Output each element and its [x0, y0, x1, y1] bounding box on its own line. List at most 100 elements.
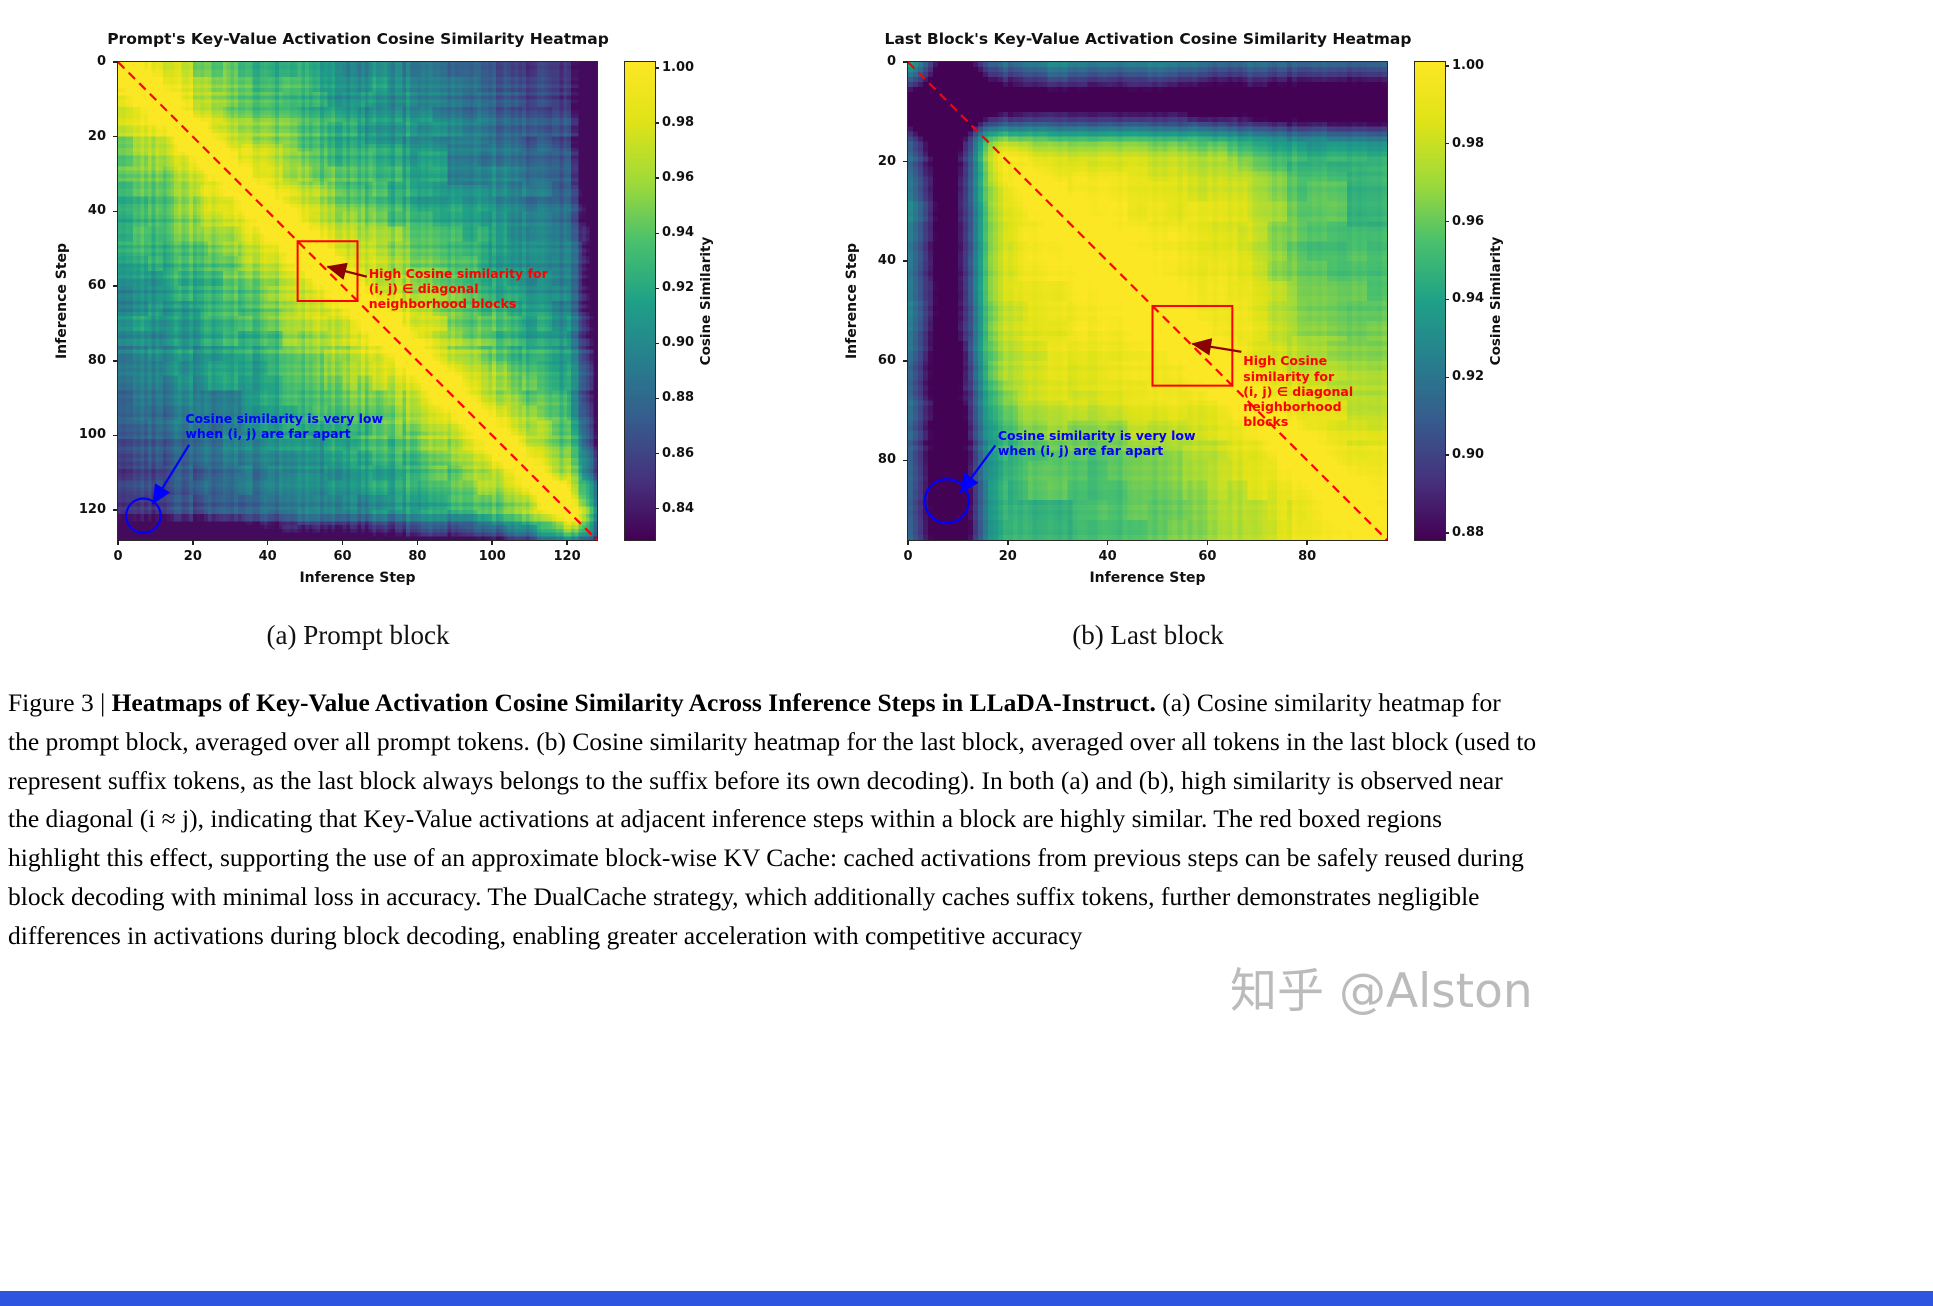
annotation-overlay: [907, 61, 1388, 541]
caption-body: (a) Cosine similarity heatmap for the pr…: [8, 688, 1537, 950]
y-tick-mark: [903, 160, 908, 163]
x-axis-label: Inference Step: [1089, 570, 1206, 586]
y-tick-label: 80: [87, 352, 106, 368]
y-tick-mark: [113, 285, 118, 287]
colorbar-tick-mark: [655, 342, 659, 345]
annotation-overlay: [117, 61, 598, 541]
subcaption-b: (b) Last block: [1072, 620, 1224, 650]
y-tick-labels: 0 20 40 60 80: [790, 54, 896, 540]
heatmap-plot: High Cosine similarity for (i, j) ∈ diag…: [903, 61, 1388, 545]
y-tick-mark: [113, 509, 118, 511]
caption-title: Heatmaps of Key-Value Activation Cosine …: [111, 688, 1156, 717]
colorbar-tick-mark: [1445, 220, 1449, 223]
y-tick-label: 20: [877, 153, 896, 169]
colorbar-tick-label: 0.92: [1452, 369, 1485, 385]
x-tick-label: 20: [183, 549, 202, 564]
figure-3: Prompt's Key-Value Activation Cosine Sim…: [0, 30, 1512, 650]
x-tick-mark: [1306, 540, 1308, 545]
colorbar-gradient: [625, 62, 655, 540]
x-tick-label: 100: [478, 549, 506, 564]
figure-caption: Figure 3 | Heatmaps of Key-Value Activat…: [8, 684, 1538, 955]
annotation-arrow: [1191, 338, 1242, 356]
x-tick-mark: [907, 540, 909, 545]
colorbar-tick-mark: [1445, 142, 1449, 145]
x-tick-mark: [341, 540, 344, 545]
x-tick-label: 80: [1298, 549, 1317, 564]
colorbar: [624, 61, 659, 541]
y-tick-mark: [113, 135, 118, 138]
colorbar-tick-labels: 1.00 0.98 0.96 0.94 0.92 0.90 0.88: [1452, 58, 1512, 540]
colorbar-tick-mark: [655, 452, 659, 455]
colorbar-tick-mark: [655, 232, 659, 234]
y-tick-label: 40: [87, 203, 106, 219]
y-tick-mark: [113, 210, 118, 213]
colorbar-tick-label: 0.96: [1452, 213, 1485, 229]
chart-title: Last Block's Key-Value Activation Cosine…: [884, 30, 1412, 48]
x-tick-labels: 0 20 40 60 80: [903, 547, 1387, 565]
y-tick-label: 60: [877, 352, 896, 368]
x-tick-label: 60: [1198, 549, 1217, 564]
low-similarity-annotation: Cosine similarity is very low when (i, j…: [997, 427, 1196, 459]
colorbar-tick-mark: [655, 507, 659, 510]
low-similarity-annotation: Cosine similarity is very low when (i, j…: [185, 411, 384, 442]
colorbar: [1414, 61, 1449, 541]
y-tick-mark: [903, 360, 908, 362]
colorbar-tick-label: 1.00: [662, 60, 695, 76]
colorbar-tick-label: 0.86: [662, 445, 695, 461]
x-tick-label: 120: [553, 549, 581, 564]
high-similarity-annotation: High Cosine similarity for (i, j) ∈ diag…: [368, 265, 548, 312]
colorbar-tick-label: 0.96: [662, 170, 695, 186]
colorbar-tick-label: 0.90: [662, 335, 695, 351]
x-tick-label: 60: [333, 549, 352, 564]
diagonal-highlight-box: [1151, 304, 1234, 387]
x-tick-mark: [1007, 540, 1009, 545]
colorbar-tick-mark: [1445, 298, 1449, 301]
y-tick-label: 20: [87, 128, 106, 144]
subcaption-a: (a) Prompt block: [266, 620, 450, 650]
y-tick-label: 60: [87, 278, 106, 294]
colorbar-label: Cosine Similarity: [1488, 236, 1504, 366]
colorbar-tick-mark: [1445, 376, 1449, 379]
colorbar-tick-label: 0.88: [662, 390, 695, 406]
x-tick-mark: [1106, 540, 1109, 545]
x-tick-label: 40: [258, 549, 277, 564]
high-similarity-annotation: High Cosine similarity for (i, j) ∈ diag…: [1243, 353, 1354, 430]
x-tick-mark: [1206, 540, 1209, 545]
y-tick-mark: [113, 360, 118, 362]
y-tick-label: 0: [96, 54, 106, 69]
y-tick-mark: [903, 459, 908, 462]
y-tick-label: 40: [877, 253, 896, 269]
x-tick-mark: [416, 540, 419, 545]
x-axis-label: Inference Step: [299, 570, 416, 586]
colorbar-tick-mark: [655, 287, 659, 290]
colorbar-tick-label: 0.98: [662, 115, 695, 131]
annotation-arrow: [151, 444, 191, 505]
chart-title: Prompt's Key-Value Activation Cosine Sim…: [107, 30, 609, 48]
colorbar-tick-label: 0.90: [1452, 447, 1485, 463]
y-tick-labels: 0 20 40 60 80 100 120: [0, 54, 106, 540]
bottom-bar: [0, 1291, 1933, 1306]
colorbar-tick-label: 0.94: [662, 225, 695, 241]
x-tick-label: 40: [1098, 549, 1117, 564]
y-tick-mark: [903, 61, 908, 63]
y-tick-label: 100: [78, 427, 106, 443]
y-tick-mark: [113, 61, 118, 63]
x-tick-mark: [566, 540, 568, 545]
diagonal-reference-line: [907, 61, 1388, 541]
colorbar-tick-mark: [655, 397, 659, 400]
low-similarity-circle: [923, 478, 970, 525]
annotation-arrow: [326, 262, 368, 280]
x-tick-label: 80: [408, 549, 427, 564]
annotation-arrow: [959, 444, 997, 494]
x-tick-label: 0: [113, 549, 123, 564]
colorbar-tick-mark: [655, 122, 659, 124]
watermark: 知乎 @Alston: [1230, 964, 1533, 1019]
y-tick-mark: [113, 434, 118, 437]
colorbar-tick-mark: [655, 67, 659, 69]
x-tick-label: 20: [998, 549, 1017, 564]
y-tick-label: 80: [877, 452, 896, 468]
y-tick-mark: [903, 260, 908, 262]
colorbar-tick-label: 0.94: [1452, 291, 1485, 307]
low-similarity-circle: [125, 497, 162, 535]
